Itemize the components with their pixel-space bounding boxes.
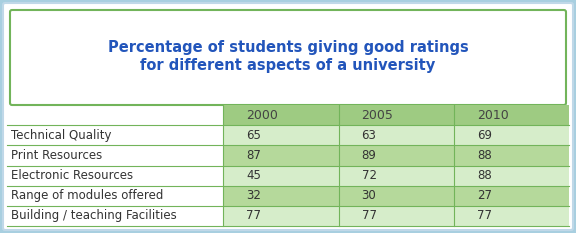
Text: 87: 87 [247,149,262,162]
Text: for different aspects of a university: for different aspects of a university [141,58,435,73]
Text: 88: 88 [477,149,491,162]
Text: 77: 77 [247,209,262,223]
Text: 69: 69 [477,129,492,142]
Bar [223,165,569,186]
Text: 65: 65 [247,129,262,142]
Bar [7,125,223,145]
Text: 27: 27 [477,189,492,202]
Text: Percentage of students giving good ratings: Percentage of students giving good ratin… [108,40,468,55]
Text: Range of modules offered: Range of modules offered [11,189,164,202]
Bar [223,145,569,165]
Text: Building / teaching Facilities: Building / teaching Facilities [11,209,177,223]
Bar [223,206,569,226]
Text: 72: 72 [362,169,377,182]
Bar [223,125,569,145]
Text: 2005: 2005 [362,109,393,122]
Text: 63: 63 [362,129,377,142]
Text: 45: 45 [247,169,262,182]
Text: Technical Quality: Technical Quality [11,129,112,142]
Bar [7,165,223,186]
FancyBboxPatch shape [3,3,573,230]
Text: 2000: 2000 [247,109,278,122]
Bar [223,105,569,125]
Bar [7,145,223,165]
Text: 88: 88 [477,169,491,182]
Text: Print Resources: Print Resources [11,149,103,162]
Text: 89: 89 [362,149,377,162]
Text: Electronic Resources: Electronic Resources [11,169,133,182]
Bar [7,206,223,226]
Text: 32: 32 [247,189,262,202]
FancyBboxPatch shape [10,10,566,105]
Text: 77: 77 [362,209,377,223]
Bar [223,186,569,206]
Text: 30: 30 [362,189,376,202]
Text: 77: 77 [477,209,492,223]
Bar [7,186,223,206]
Text: 2010: 2010 [477,109,509,122]
